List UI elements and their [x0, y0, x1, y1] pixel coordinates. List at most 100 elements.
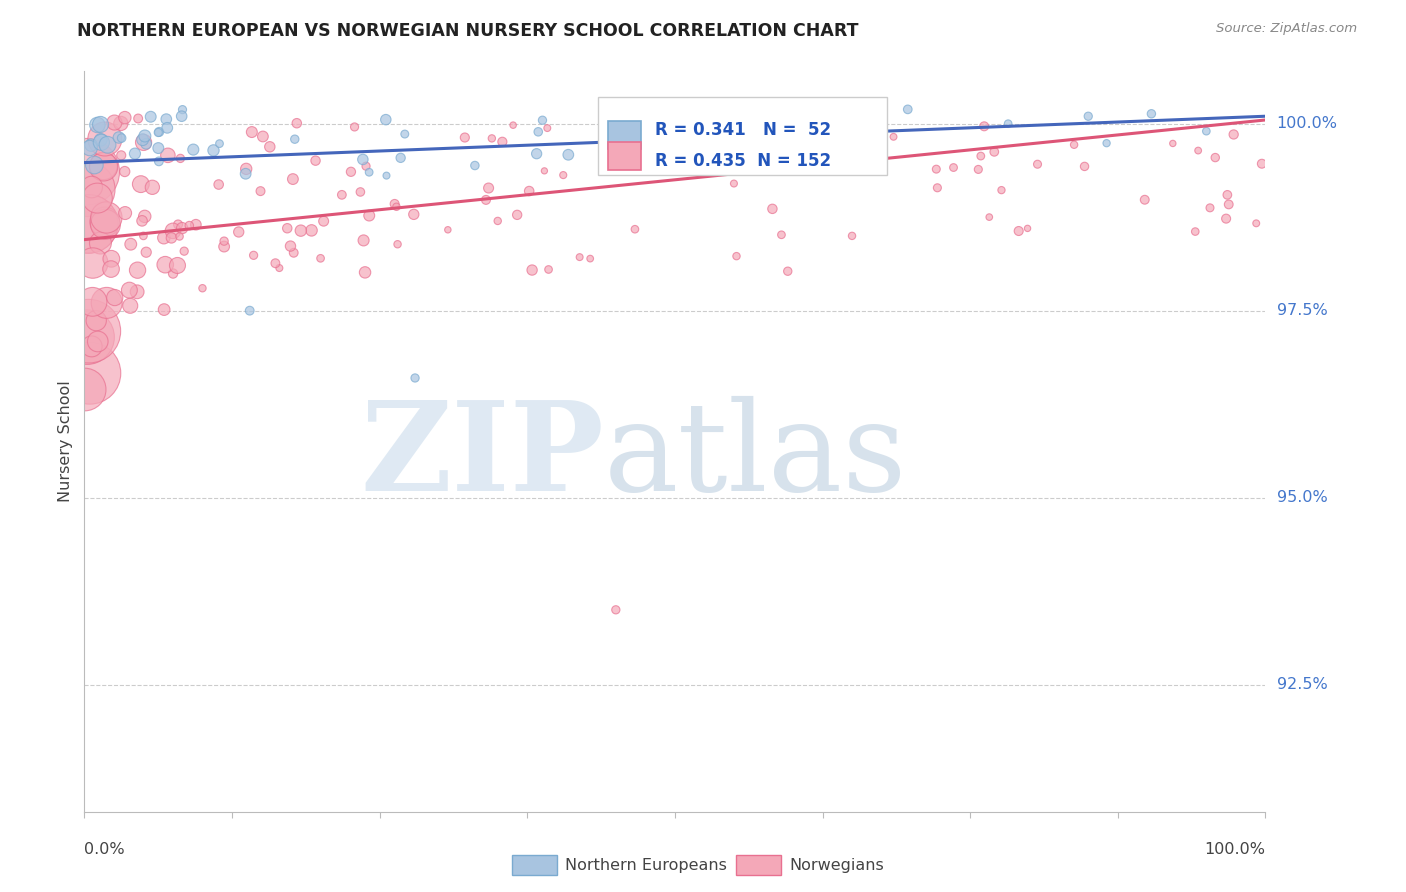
Text: R = 0.435  N = 152: R = 0.435 N = 152	[655, 152, 831, 170]
Point	[557, 147, 579, 161]
Point	[110, 148, 132, 162]
Point	[90, 117, 112, 131]
Point	[384, 197, 406, 211]
Point	[723, 177, 745, 191]
Point	[228, 225, 250, 239]
Point	[526, 146, 548, 161]
Text: 100.0%: 100.0%	[1205, 842, 1265, 857]
Point	[82, 294, 104, 309]
Point	[83, 158, 105, 172]
Point	[330, 187, 353, 202]
Point	[374, 112, 396, 127]
Point	[173, 244, 195, 259]
Point	[841, 228, 863, 243]
Point	[169, 229, 191, 244]
Point	[375, 169, 398, 183]
Point	[973, 120, 995, 134]
Point	[1250, 157, 1272, 171]
Point	[239, 303, 262, 318]
Point	[169, 152, 191, 166]
Point	[87, 334, 110, 349]
Point	[312, 214, 335, 228]
Point	[84, 313, 107, 327]
Point	[156, 148, 179, 162]
Point	[537, 262, 560, 277]
Point	[842, 103, 865, 118]
Point	[520, 263, 543, 277]
Point	[162, 224, 184, 238]
Point	[108, 130, 131, 145]
Point	[103, 115, 125, 129]
Point	[280, 239, 302, 253]
Point	[120, 299, 142, 313]
Point	[172, 221, 194, 235]
Point	[86, 191, 108, 205]
Point	[354, 265, 377, 279]
Point	[80, 138, 103, 153]
Point	[579, 252, 602, 266]
Point	[1218, 197, 1240, 211]
Point	[454, 130, 477, 145]
Point	[73, 383, 96, 397]
Point	[402, 207, 425, 221]
Point	[264, 256, 287, 270]
Point	[172, 103, 194, 117]
Text: ZIP: ZIP	[360, 396, 605, 516]
Point	[76, 330, 98, 344]
Y-axis label: Nursery School: Nursery School	[58, 381, 73, 502]
Point	[285, 116, 308, 130]
Point	[404, 371, 426, 385]
Point	[354, 159, 377, 173]
Point	[75, 165, 97, 179]
Point	[486, 214, 509, 228]
Point	[93, 215, 115, 229]
Point	[110, 116, 132, 130]
Point	[235, 167, 257, 181]
Point	[212, 234, 235, 248]
Point	[883, 129, 905, 144]
Point	[114, 206, 136, 220]
Point	[359, 209, 381, 223]
Point	[290, 224, 312, 238]
Point	[259, 140, 281, 154]
Point	[605, 603, 627, 617]
Point	[155, 112, 177, 127]
Point	[662, 135, 685, 149]
Point	[309, 252, 332, 266]
Point	[481, 131, 503, 145]
Point	[706, 162, 728, 177]
Point	[1026, 157, 1049, 171]
Point	[139, 110, 162, 124]
Point	[118, 283, 141, 297]
Point	[970, 149, 993, 163]
Point	[475, 193, 498, 207]
Point	[536, 121, 558, 136]
Point	[94, 217, 117, 231]
Point	[897, 103, 920, 117]
Point	[990, 183, 1012, 197]
Point	[353, 234, 375, 248]
Point	[104, 291, 127, 305]
Point	[283, 245, 305, 260]
Point	[1195, 124, 1218, 138]
Point	[1073, 160, 1095, 174]
Point	[568, 250, 591, 264]
Point	[179, 219, 201, 233]
Point	[942, 161, 965, 175]
Point	[1063, 137, 1085, 152]
FancyBboxPatch shape	[512, 855, 557, 875]
Point	[162, 267, 184, 281]
Point	[96, 137, 118, 152]
Point	[1216, 187, 1239, 202]
Point	[124, 146, 146, 161]
Point	[1199, 201, 1222, 215]
Point	[723, 124, 745, 138]
Point	[127, 112, 149, 126]
FancyBboxPatch shape	[598, 97, 887, 175]
Point	[240, 125, 263, 139]
Point	[502, 118, 524, 132]
Text: R = 0.341   N =  52: R = 0.341 N = 52	[655, 121, 831, 139]
Point	[135, 136, 157, 151]
Point	[114, 111, 136, 125]
Point	[349, 185, 371, 199]
